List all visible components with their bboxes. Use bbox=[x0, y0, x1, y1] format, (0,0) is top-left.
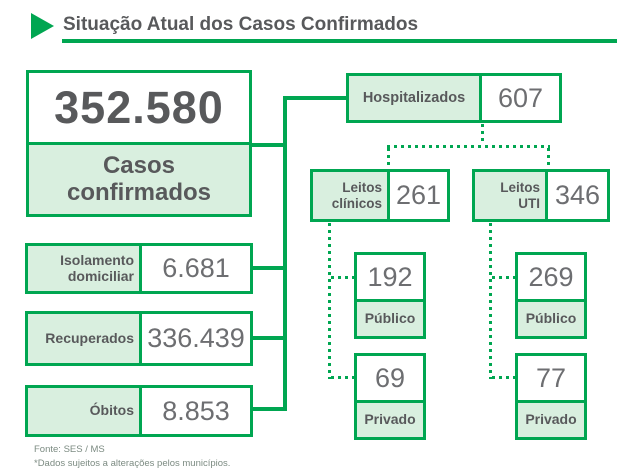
clinical-public-label: Público bbox=[357, 302, 423, 336]
clinical-beds-box: Leitos clínicos 261 bbox=[310, 169, 450, 222]
connector-to-hospitalized bbox=[287, 96, 346, 100]
icu-beds-label: Leitos UTI bbox=[475, 172, 548, 219]
dotted-connector-clinical-top bbox=[387, 148, 390, 169]
dotted-connector-clinical-public bbox=[331, 276, 354, 279]
clinical-private-label: Privado bbox=[357, 403, 423, 437]
recovered-box: Recuperados 336.439 bbox=[25, 311, 253, 366]
dotted-connector-icu-vertical bbox=[489, 223, 492, 379]
connector-from-confirmed bbox=[252, 143, 283, 147]
dotted-connector-icu-top bbox=[547, 148, 550, 169]
recovered-value: 336.439 bbox=[142, 314, 250, 363]
home-isolation-box: Isolamento domiciliar 6.681 bbox=[25, 243, 253, 294]
footer-note: *Dados sujeitos a alterações pelos munic… bbox=[34, 457, 231, 469]
page-title: Situação Atual dos Casos Confirmados bbox=[63, 14, 419, 35]
recovered-label: Recuperados bbox=[28, 314, 142, 363]
home-isolation-value: 6.681 bbox=[142, 246, 250, 291]
confirmed-cases-label: Casos confirmados bbox=[29, 145, 249, 214]
icu-private-label: Privado bbox=[518, 403, 584, 437]
icu-private-value: 77 bbox=[518, 356, 584, 403]
icu-public-value: 269 bbox=[518, 255, 584, 302]
deaths-value: 8.853 bbox=[142, 388, 250, 434]
connector-main-vertical bbox=[283, 96, 287, 411]
hospitalized-label: Hospitalizados bbox=[349, 76, 482, 120]
clinical-beds-label: Leitos clínicos bbox=[313, 172, 390, 219]
dotted-connector-icu-private bbox=[492, 376, 515, 379]
hospitalized-box: Hospitalizados 607 bbox=[346, 73, 562, 123]
dotted-connector-clinical-private bbox=[331, 376, 354, 379]
connector-to-deaths bbox=[253, 407, 283, 411]
confirmed-cases-value: 352.580 bbox=[29, 73, 249, 145]
clinical-private-value: 69 bbox=[357, 356, 423, 403]
deaths-box: Óbitos 8.853 bbox=[25, 385, 253, 437]
footer-source: Fonte: SES / MS bbox=[34, 444, 105, 455]
clinical-private-box: 69 Privado bbox=[354, 353, 426, 440]
clinical-beds-value: 261 bbox=[390, 172, 447, 219]
title-underline bbox=[62, 39, 617, 43]
deaths-label: Óbitos bbox=[28, 388, 142, 434]
connector-to-isolation bbox=[253, 266, 283, 270]
hospitalized-value: 607 bbox=[482, 76, 559, 120]
clinical-public-box: 192 Público bbox=[354, 252, 426, 339]
confirmed-cases-box: 352.580 Casos confirmados bbox=[26, 70, 252, 217]
dotted-connector-beds-branch bbox=[387, 145, 550, 148]
dotted-connector-icu-public bbox=[492, 276, 515, 279]
connector-to-recovered bbox=[253, 336, 283, 340]
icu-private-box: 77 Privado bbox=[515, 353, 587, 440]
icu-beds-box: Leitos UTI 346 bbox=[472, 169, 610, 222]
icu-public-box: 269 Público bbox=[515, 252, 587, 339]
clinical-public-value: 192 bbox=[357, 255, 423, 302]
title-arrow-icon bbox=[31, 13, 54, 39]
icu-beds-value: 346 bbox=[548, 172, 607, 219]
icu-public-label: Público bbox=[518, 302, 584, 336]
footer: Fonte: SES / MS *Dados sujeitos a altera… bbox=[34, 443, 230, 471]
home-isolation-label: Isolamento domiciliar bbox=[28, 246, 142, 291]
dotted-connector-clinical-vertical bbox=[328, 223, 331, 379]
dotted-connector-hospitalized-down bbox=[481, 124, 484, 145]
